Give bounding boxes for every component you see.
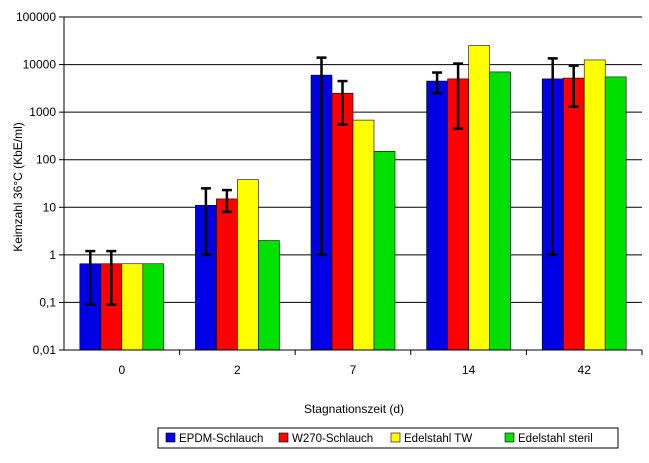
y-tick-label: 10000 (23, 58, 57, 72)
bar (121, 263, 144, 351)
y-tick-label: 100 (36, 153, 56, 167)
bar (489, 71, 511, 351)
legend-swatch (504, 432, 515, 443)
bar (373, 151, 396, 351)
legend-label: Edelstahl TW (404, 433, 472, 445)
bar (562, 77, 585, 351)
bar (468, 45, 490, 351)
y-tick-label: 0,1 (39, 295, 56, 309)
y-tick-label: 0,01 (33, 343, 57, 357)
bar-layer (79, 45, 627, 351)
bar (583, 59, 606, 351)
legend-swatch (165, 432, 176, 443)
x-axis-label: Stagnationszeit (d) (304, 402, 404, 416)
legend-label: Edelstahl steril (518, 433, 593, 445)
y-tick-label: 1 (49, 248, 56, 262)
legend-swatch (278, 432, 289, 443)
x-tick-label: 2 (234, 363, 241, 377)
bar (142, 263, 165, 351)
legend: EPDM-Schlauch W270-Schlauch Edelstahl TW Ed… (157, 427, 619, 449)
bar (426, 80, 448, 351)
x-tick-label: 7 (350, 363, 357, 377)
y-tick-label: 100000 (16, 10, 56, 24)
y-tick-label: 10 (43, 200, 57, 214)
label-layer: Keimzahl 36°C (KbE/ml) Stagnationszeit (… (11, 122, 404, 416)
x-tick-label: 42 (578, 363, 592, 377)
bar (331, 92, 354, 351)
bar (237, 179, 259, 351)
legend-label: EPDM-Schlauch (179, 433, 263, 445)
bar (216, 198, 238, 351)
bar (258, 240, 280, 351)
y-axis-label: Keimzahl 36°C (KbE/ml) (11, 122, 25, 252)
bar (352, 119, 375, 351)
legend-box (157, 427, 619, 449)
legend-swatch (390, 432, 401, 443)
x-tick-label: 0 (118, 363, 125, 377)
axis-layer: 0,01 0,1 1 10 100 1000 10000 100000 0 2 7 14 42 (16, 10, 643, 377)
y-tick-label: 1000 (29, 105, 56, 119)
error-layer (85, 56, 579, 306)
bar (604, 76, 627, 351)
legend-label: W270-Schlauch (292, 433, 373, 445)
x-tick-label: 14 (462, 363, 476, 377)
